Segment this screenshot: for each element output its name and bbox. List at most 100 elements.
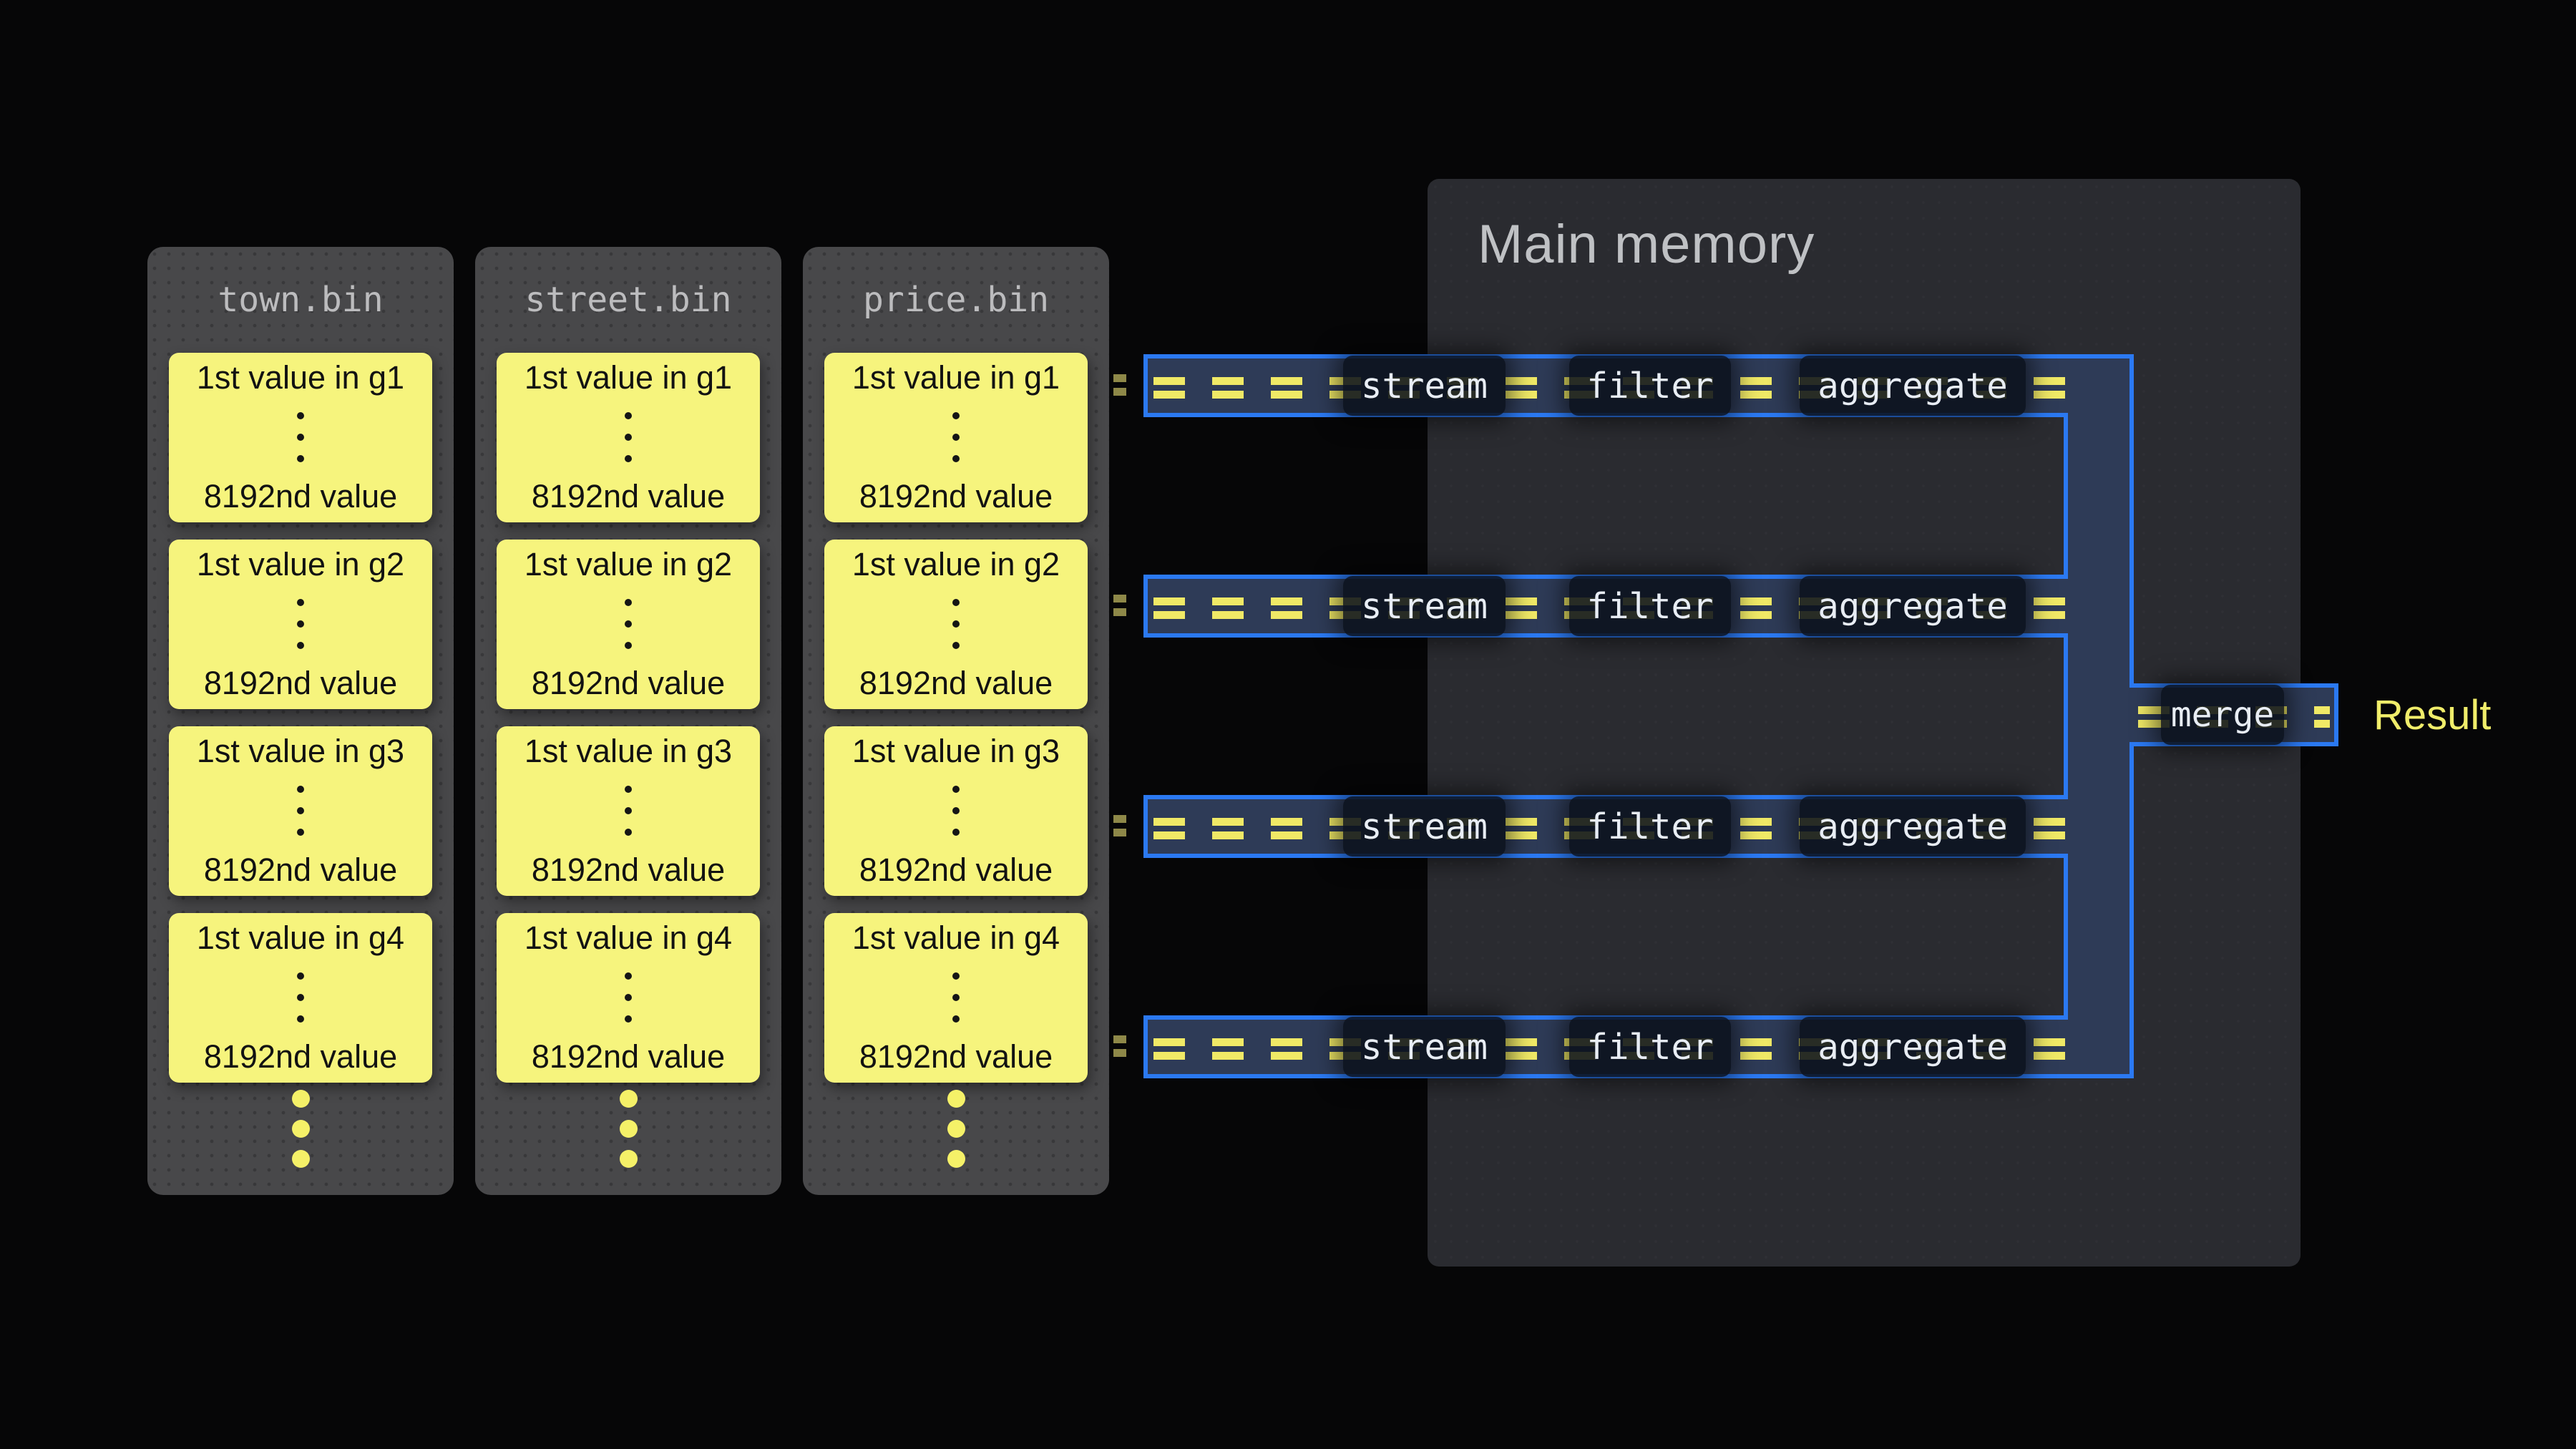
stage-box-stream: stream [1343, 356, 1506, 416]
ellipsis-icon [297, 972, 304, 1023]
pipeline-band-3: stream filter aggregate [1143, 795, 2068, 858]
value-group-box-g3: 1st value in g3 8192nd value [169, 726, 432, 896]
group-first-value: 1st value in g3 [196, 733, 405, 769]
file-to-stream-dash-icon [1113, 815, 1126, 836]
group-first-value: 1st value in g2 [524, 546, 733, 582]
value-group-box-g4: 1st value in g4 8192nd value [169, 913, 432, 1083]
stage-box-aggregate: aggregate [1800, 1017, 2026, 1077]
group-first-value: 1st value in g2 [196, 546, 405, 582]
group-last-value: 8192nd value [859, 477, 1053, 514]
value-group-box-g1: 1st value in g1 8192nd value [824, 353, 1088, 522]
ellipsis-icon [625, 972, 632, 1023]
ellipsis-icon [952, 598, 960, 649]
stage-label: filter [1586, 1026, 1714, 1068]
ellipsis-icon [625, 598, 632, 649]
stage-label: stream [1360, 365, 1488, 406]
group-first-value: 1st value in g1 [852, 359, 1060, 396]
stage-box-filter: filter [1569, 1017, 1731, 1077]
group-last-value: 8192nd value [859, 851, 1053, 888]
group-first-value: 1st value in g3 [852, 733, 1060, 769]
group-first-value: 1st value in g4 [524, 919, 733, 956]
value-group-box-g1: 1st value in g1 8192nd value [497, 353, 760, 522]
ellipsis-icon [625, 411, 632, 462]
group-first-value: 1st value in g1 [196, 359, 405, 396]
group-last-value: 8192nd value [203, 664, 398, 701]
stage-box-stream: stream [1343, 796, 1506, 857]
file-column-street: street.bin 1st value in g1 8192nd value … [475, 247, 781, 1195]
group-last-value: 8192nd value [531, 477, 726, 514]
value-group-box-g4: 1st value in g4 8192nd value [824, 913, 1088, 1083]
collector-channel [2068, 354, 2134, 1078]
ellipsis-icon [297, 411, 304, 462]
group-first-value: 1st value in g4 [196, 919, 405, 956]
stage-label: aggregate [1818, 1026, 2008, 1068]
stage-box-stream: stream [1343, 1017, 1506, 1077]
value-group-box-g3: 1st value in g3 8192nd value [497, 726, 760, 896]
value-group-box-g4: 1st value in g4 8192nd value [497, 913, 760, 1083]
value-group-box-g2: 1st value in g2 8192nd value [824, 540, 1088, 709]
ellipsis-icon [297, 785, 304, 836]
ellipsis-icon [297, 598, 304, 649]
stage-label: filter [1586, 365, 1714, 406]
value-group-box-g3: 1st value in g3 8192nd value [824, 726, 1088, 896]
group-first-value: 1st value in g1 [524, 359, 733, 396]
value-group-box-g2: 1st value in g2 8192nd value [497, 540, 760, 709]
ellipsis-icon [625, 785, 632, 836]
pipeline-band-2: stream filter aggregate [1143, 575, 2068, 638]
group-last-value: 8192nd value [531, 664, 726, 701]
stage-box-filter: filter [1569, 576, 1731, 636]
group-last-value: 8192nd value [531, 851, 726, 888]
result-label: Result [2373, 691, 2492, 738]
group-first-value: 1st value in g4 [852, 919, 1060, 956]
stage-box-merge: merge [2161, 685, 2284, 745]
stage-label: aggregate [1818, 585, 2008, 627]
stage-label: stream [1360, 806, 1488, 847]
group-last-value: 8192nd value [859, 664, 1053, 701]
stage-label: filter [1586, 806, 1714, 847]
pipeline-band-1: stream filter aggregate [1143, 354, 2068, 417]
stage-label: filter [1586, 585, 1714, 627]
stage-label: merge [2170, 695, 2275, 735]
more-groups-ellipsis-icon [475, 1090, 781, 1168]
file-to-stream-dash-icon [1113, 1035, 1126, 1057]
channel-left-border [2064, 638, 2068, 795]
stage-box-aggregate: aggregate [1800, 576, 2026, 636]
file-column-price: price.bin 1st value in g1 8192nd value 1… [803, 247, 1109, 1195]
group-last-value: 8192nd value [203, 477, 398, 514]
stage-label: stream [1360, 1026, 1488, 1068]
file-name-label: street.bin [525, 280, 732, 320]
group-first-value: 1st value in g2 [852, 546, 1060, 582]
value-group-box-g2: 1st value in g2 8192nd value [169, 540, 432, 709]
group-last-value: 8192nd value [203, 851, 398, 888]
ellipsis-icon [952, 972, 960, 1023]
file-to-stream-dash-icon [1113, 595, 1126, 616]
merge-band: merge [2129, 683, 2338, 746]
value-group-box-g1: 1st value in g1 8192nd value [169, 353, 432, 522]
channel-left-border [2064, 417, 2068, 575]
group-first-value: 1st value in g3 [524, 733, 733, 769]
stage-box-filter: filter [1569, 356, 1731, 416]
group-last-value: 8192nd value [531, 1038, 726, 1075]
stage-label: stream [1360, 585, 1488, 627]
stage-box-aggregate: aggregate [1800, 796, 2026, 857]
pipeline-band-4: stream filter aggregate [1143, 1015, 2068, 1078]
stage-label: aggregate [1818, 806, 2008, 847]
main-memory-title: Main memory [1478, 214, 1815, 275]
more-groups-ellipsis-icon [147, 1090, 454, 1168]
stage-label: aggregate [1818, 365, 2008, 406]
stage-box-stream: stream [1343, 576, 1506, 636]
ellipsis-icon [952, 785, 960, 836]
file-name-label: town.bin [218, 280, 384, 320]
ellipsis-icon [952, 411, 960, 462]
group-last-value: 8192nd value [203, 1038, 398, 1075]
group-last-value: 8192nd value [859, 1038, 1053, 1075]
file-column-town: town.bin 1st value in g1 8192nd value 1s… [147, 247, 454, 1195]
channel-right-border [2129, 746, 2134, 1078]
more-groups-ellipsis-icon [803, 1090, 1109, 1168]
channel-right-border [2129, 354, 2134, 683]
file-to-stream-dash-icon [1113, 374, 1126, 396]
stage-box-aggregate: aggregate [1800, 356, 2026, 416]
channel-left-border [2064, 858, 2068, 1015]
file-name-label: price.bin [862, 280, 1050, 320]
